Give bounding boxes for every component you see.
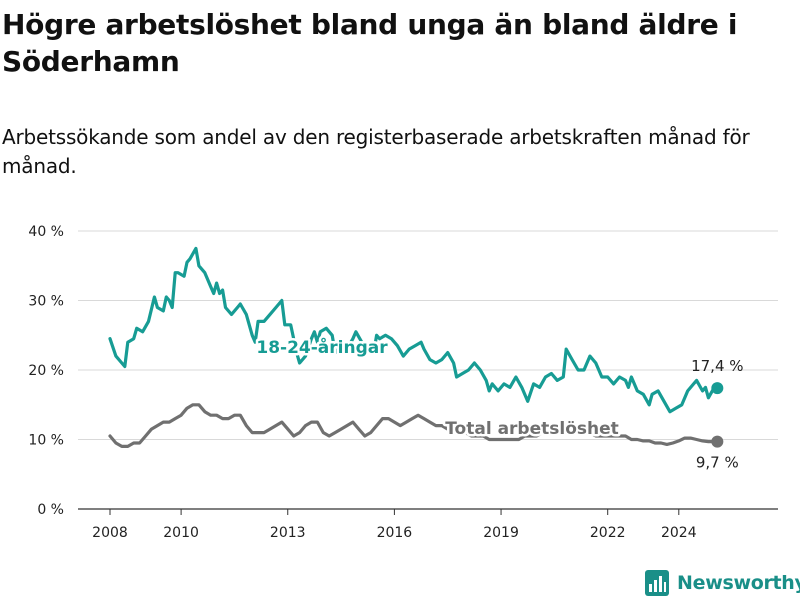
y-tick-label: 0 %	[37, 502, 64, 518]
series-line-youth	[108, 246, 719, 414]
series-label: Total arbetslöshet	[445, 419, 619, 439]
series-label: 18-24-åringar	[256, 336, 388, 358]
x-tick-label: 2024	[661, 525, 697, 541]
brand-logo[interactable]: Newsworthy	[645, 570, 800, 596]
y-tick-label: 40 %	[28, 224, 64, 240]
x-tick-label: 2013	[270, 525, 306, 541]
series-end-point	[711, 435, 724, 448]
series-label-halo: Total arbetslöshet	[445, 419, 619, 439]
chart-title: Högre arbetslöshet bland unga än bland ä…	[2, 8, 738, 78]
x-tick-label: 2016	[377, 525, 413, 541]
series-line-total	[108, 403, 719, 448]
brand-name: Newsworthy	[677, 572, 800, 594]
x-tick-label: 2010	[163, 525, 199, 541]
end-value-label: 9,7 %	[696, 454, 739, 472]
y-tick-label: 30 %	[28, 294, 64, 310]
x-tick-label: 2008	[92, 525, 128, 541]
newsworthy-logo-icon	[645, 570, 669, 596]
series-label-halo: 18-24-åringar	[256, 336, 388, 358]
chart-subtitle: Arbetssökande som andel av den registerb…	[2, 125, 750, 178]
y-tick-label: 10 %	[28, 433, 64, 449]
x-tick-label: 2019	[483, 525, 519, 541]
x-tick-label: 2022	[590, 525, 626, 541]
end-value-label: 17,4 %	[691, 357, 743, 375]
series-end-point	[711, 382, 724, 395]
y-tick-label: 20 %	[28, 363, 64, 379]
